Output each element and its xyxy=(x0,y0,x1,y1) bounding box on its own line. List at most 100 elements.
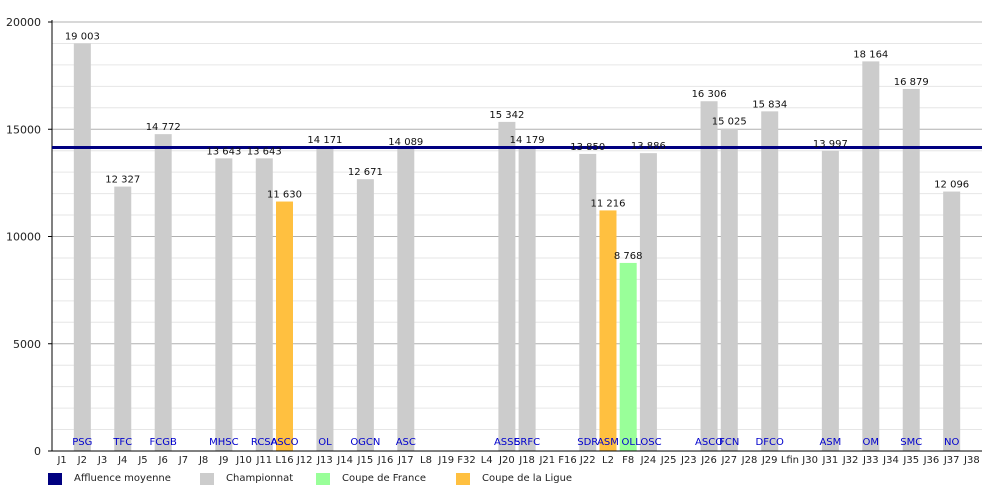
team-label: NO xyxy=(944,437,959,448)
bar-F8 xyxy=(619,262,637,451)
x-tick-label: J12 xyxy=(296,455,313,466)
team-label: ASSE xyxy=(494,437,520,448)
bar-value-label: 13 643 xyxy=(206,146,241,157)
x-tick-label: J28 xyxy=(741,455,758,466)
bar-value-label: 14 179 xyxy=(510,135,545,146)
x-tick-label: J11 xyxy=(255,455,272,466)
team-label: OGCN xyxy=(350,437,380,448)
x-tick-label: L4 xyxy=(481,455,493,466)
bar-value-label: 14 171 xyxy=(307,135,342,146)
bar-J31 xyxy=(821,150,839,451)
x-tick-label: J31 xyxy=(822,455,839,466)
bar-J2 xyxy=(73,43,91,451)
team-label: RCSA xyxy=(251,437,278,448)
x-tick-label: J24 xyxy=(640,455,657,466)
team-label: OL xyxy=(318,437,332,448)
x-tick-label: J27 xyxy=(720,455,737,466)
legend-swatch xyxy=(48,473,62,485)
legend-label: Coupe de la Ligue xyxy=(482,473,573,484)
team-label: PSG xyxy=(72,437,92,448)
bar-J26 xyxy=(700,101,718,451)
legend-label: Championnat xyxy=(226,473,294,484)
bar-value-label: 14 772 xyxy=(146,122,181,133)
x-tick-label: L8 xyxy=(420,455,432,466)
team-label: MHSC xyxy=(209,437,238,448)
x-tick-label: J6 xyxy=(158,455,168,466)
x-tick-label: F32 xyxy=(457,455,475,466)
x-tick-label: Lfin xyxy=(781,455,799,466)
team-label: ASC xyxy=(396,437,416,448)
x-tick-label: J35 xyxy=(902,455,919,466)
bars xyxy=(73,43,961,452)
team-label: ASM xyxy=(819,437,841,448)
x-tick-label: J13 xyxy=(316,455,333,466)
team-label: FCGB xyxy=(150,437,177,448)
bar-L16 xyxy=(276,201,293,451)
bar-J17 xyxy=(397,148,415,451)
x-tick-label: J10 xyxy=(235,455,252,466)
team-label: ASCO xyxy=(270,437,298,448)
team-label: LOSC xyxy=(635,437,661,448)
x-tick-label: J14 xyxy=(336,455,353,466)
x-tick-label: J7 xyxy=(178,455,188,466)
y-axis: 0 5000 10000 15000 20000 xyxy=(6,16,53,458)
bar-value-label: 13 643 xyxy=(247,146,282,157)
y-tick-label: 15000 xyxy=(6,123,41,136)
x-tick-label: J33 xyxy=(862,455,879,466)
x-tick-label: J34 xyxy=(882,455,899,466)
bar-value-label: 13 886 xyxy=(631,141,666,152)
y-tick-label: 10000 xyxy=(6,231,41,244)
bar-J4 xyxy=(114,186,132,451)
team-label: ASCO xyxy=(695,437,723,448)
bar-L2 xyxy=(599,210,617,451)
team-label: ASM xyxy=(597,437,619,448)
bar-value-label: 13 997 xyxy=(813,139,848,150)
bar-J11 xyxy=(255,158,273,451)
x-tick-label: J1 xyxy=(56,455,66,466)
bar-J6 xyxy=(154,134,172,451)
bar-value-label: 16 879 xyxy=(894,77,929,88)
x-tick-label: J4 xyxy=(117,455,127,466)
team-label: OM xyxy=(863,437,880,448)
team-label: FCN xyxy=(719,437,739,448)
team-label: SMC xyxy=(900,437,922,448)
x-tick-label: J23 xyxy=(680,455,697,466)
bar-value-label: 12 671 xyxy=(348,167,383,178)
bar-value-label: 18 164 xyxy=(853,49,888,60)
bar-J24 xyxy=(639,153,657,451)
bar-value-label: 12 096 xyxy=(934,180,969,191)
bar-J18 xyxy=(518,146,536,451)
gridlines xyxy=(52,21,982,452)
x-tick-label: J15 xyxy=(357,455,374,466)
x-tick-label: J19 xyxy=(437,455,454,466)
x-tick-label: J9 xyxy=(218,455,228,466)
x-tick-label: J32 xyxy=(842,455,859,466)
x-tick-label: J3 xyxy=(97,455,107,466)
legend-swatch xyxy=(456,473,470,485)
team-label: SRFC xyxy=(514,437,540,448)
bar-J13 xyxy=(316,147,334,451)
bar-value-label: 8 768 xyxy=(614,251,643,262)
bar-J9 xyxy=(215,158,233,451)
x-tick-label: J36 xyxy=(923,455,940,466)
bar-J15 xyxy=(356,179,374,452)
bar-J27 xyxy=(720,128,738,451)
x-tick-label: J25 xyxy=(660,455,677,466)
x-tick-label: J17 xyxy=(397,455,414,466)
y-tick-label: 20000 xyxy=(6,16,41,29)
bar-value-label: 14 089 xyxy=(388,137,423,148)
x-tick-label: L16 xyxy=(275,455,293,466)
bar-J20 xyxy=(498,121,516,452)
team-label: SDR xyxy=(577,437,598,448)
x-tick-label: J20 xyxy=(498,455,515,466)
bar-J29 xyxy=(761,111,779,451)
bar-J35 xyxy=(902,88,920,452)
bar-value-label: 15 025 xyxy=(712,117,747,128)
team-label: OL xyxy=(621,437,635,448)
bar-value-label: 11 216 xyxy=(590,198,625,209)
bar-value-label: 19 003 xyxy=(65,31,100,42)
bar-J22 xyxy=(579,153,597,452)
x-tick-label: J18 xyxy=(518,455,535,466)
